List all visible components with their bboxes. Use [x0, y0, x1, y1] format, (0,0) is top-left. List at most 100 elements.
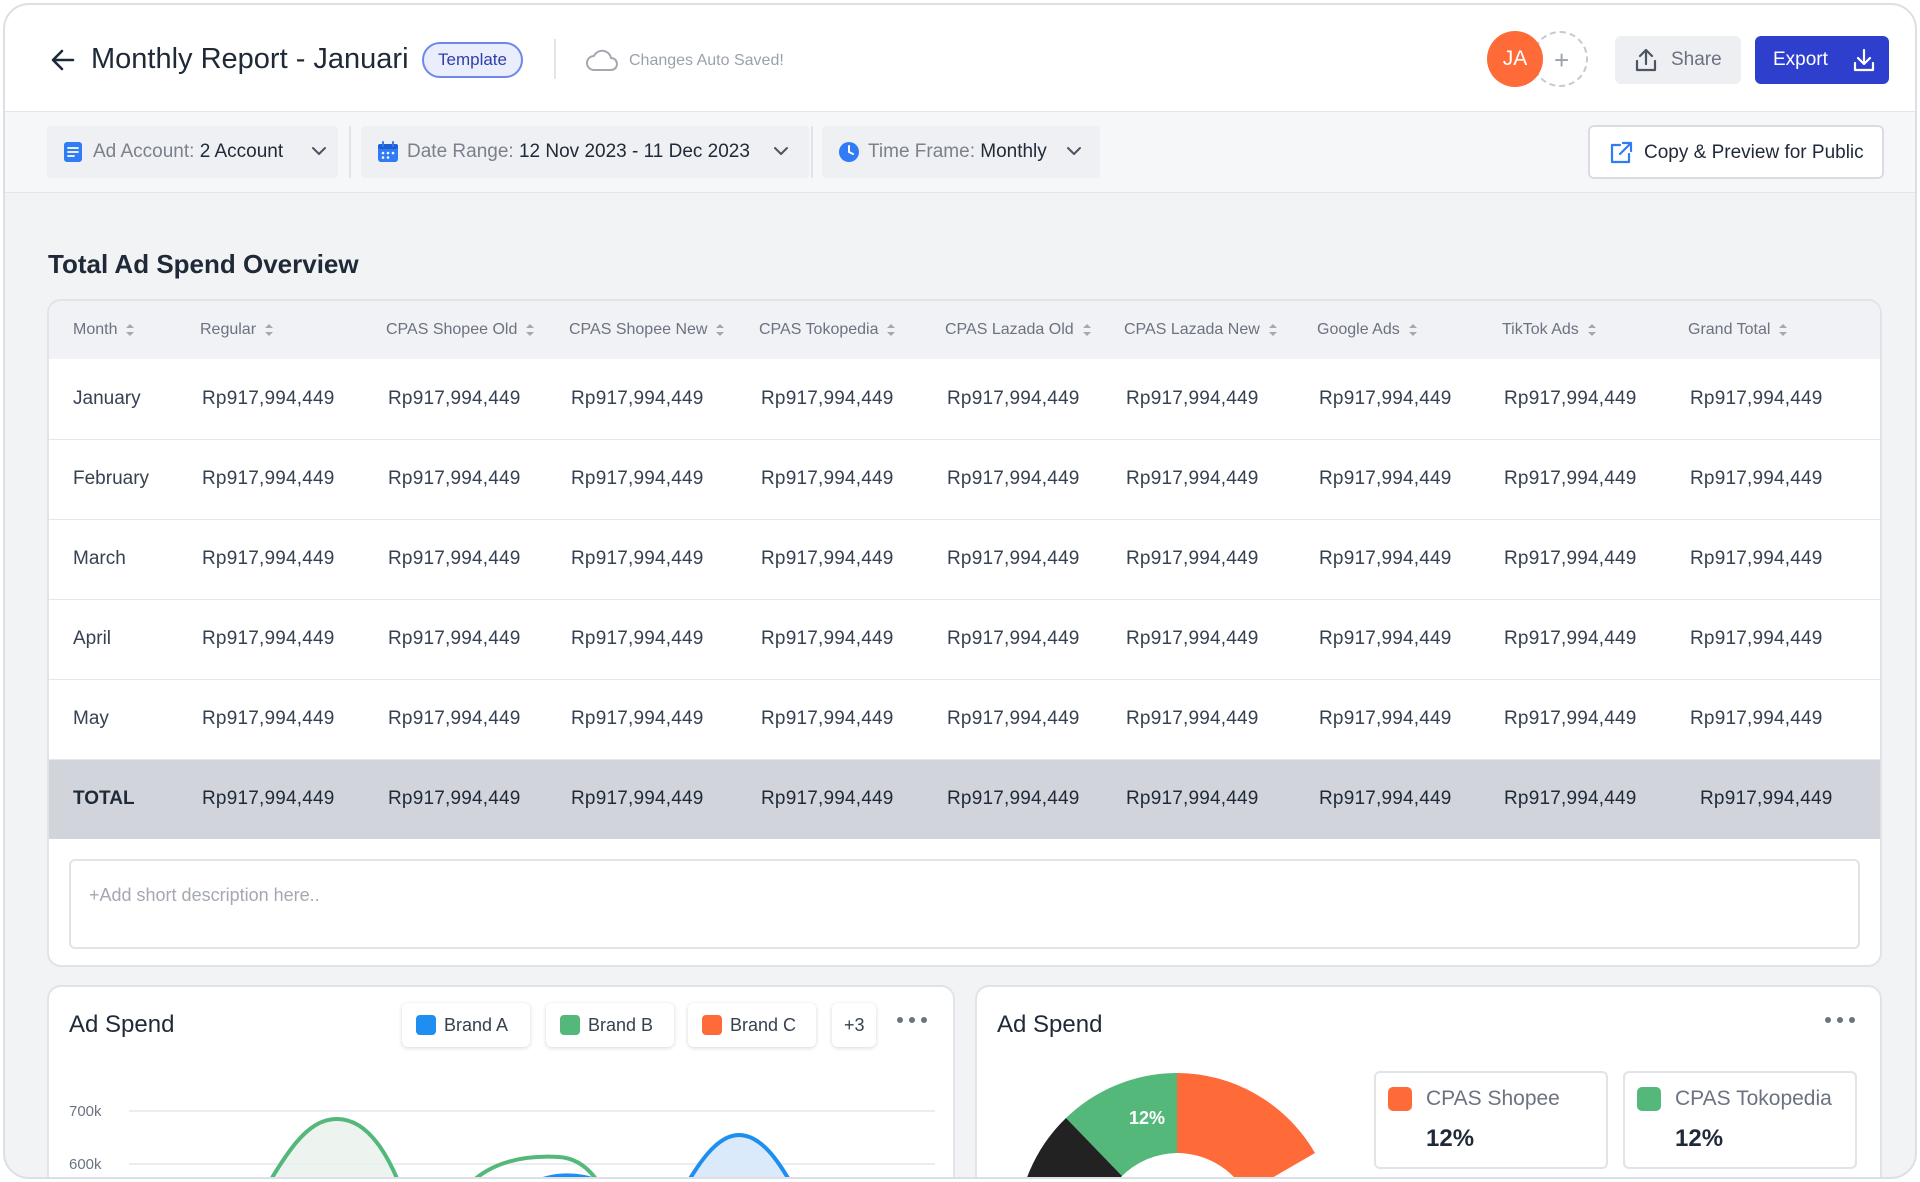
date-range-label: Date Range:	[407, 141, 514, 162]
calendar-icon	[378, 141, 398, 162]
time-frame-filter[interactable]: Time Frame: Monthly	[822, 126, 1100, 178]
avatar[interactable]: JA	[1487, 31, 1543, 87]
description-input[interactable]: +Add short description here..	[69, 859, 1860, 949]
column-header-label: Google Ads	[1317, 321, 1400, 338]
value-cell: Rp917,994,449	[761, 708, 894, 729]
value-cell: Rp917,994,449	[947, 387, 1080, 409]
more-options-icon[interactable]	[1823, 1015, 1857, 1025]
legend-swatch	[416, 1015, 436, 1035]
filter-divider	[811, 126, 813, 178]
column-header[interactable]: Grand Total	[1682, 301, 1880, 359]
export-button[interactable]: Export	[1755, 36, 1889, 84]
stat-card-cpas-tokopedia: CPAS Tokopedia 12%	[1623, 1071, 1857, 1169]
brand-b-line	[474, 1154, 597, 1177]
column-header[interactable]: TikTok Ads	[1496, 301, 1682, 359]
value-cell: Rp917,994,449	[202, 628, 335, 649]
filter-divider	[349, 126, 351, 178]
column-header-label: Grand Total	[1688, 321, 1771, 338]
share-icon	[1635, 48, 1657, 72]
value-cell: Rp917,994,449	[1504, 387, 1637, 409]
value-cell: Rp917,994,449	[947, 468, 1080, 489]
value-cell: Rp917,994,449	[947, 628, 1080, 649]
value-cell: Rp917,994,449	[388, 548, 521, 569]
chevron-down-icon	[774, 147, 788, 155]
date-range-filter[interactable]: Date Range: 12 Nov 2023 - 11 Dec 2023	[361, 126, 809, 178]
value-cell: Rp917,994,449	[388, 628, 521, 649]
stat-name: CPAS Shopee	[1426, 1087, 1560, 1110]
line-chart	[129, 1110, 935, 1177]
legend-brand-c[interactable]: Brand C	[688, 1003, 816, 1047]
value-cell: Rp917,994,449	[1690, 628, 1823, 649]
filter-bar: Ad Account: 2 Account Date Range: 12 Nov…	[5, 112, 1915, 193]
value-cell: Rp917,994,449	[947, 708, 1080, 729]
table-row: March Rp917,994,449 Rp917,994,449 Rp917,994…	[49, 519, 1880, 599]
copy-preview-button[interactable]: Copy & Preview for Public	[1588, 125, 1884, 179]
sort-icon	[1587, 323, 1596, 336]
value-cell: Rp917,994,449	[1690, 708, 1823, 729]
column-header[interactable]: CPAS Lazada Old	[939, 301, 1118, 359]
value-cell: Rp917,994,449	[1126, 548, 1259, 569]
value-cell: Rp917,994,449	[1319, 548, 1452, 569]
ad-spend-table: Month Regular CPAS Shopee Old CPAS Shopee N…	[49, 301, 1880, 839]
column-header[interactable]: Month	[49, 301, 194, 359]
table-row: January Rp917,994,449 Rp917,994,449 Rp917,9…	[49, 359, 1880, 439]
sort-icon	[1082, 323, 1091, 336]
date-range-value: 12 Nov 2023 - 11 Dec 2023	[518, 141, 750, 162]
column-header[interactable]: Google Ads	[1311, 301, 1496, 359]
column-header[interactable]: CPAS Shopee Old	[380, 301, 563, 359]
legend-more-label: +3	[844, 1015, 865, 1035]
value-cell: Rp917,994,449	[1504, 468, 1637, 489]
chevron-down-icon	[312, 147, 326, 155]
stat-name: CPAS Tokopedia	[1675, 1087, 1832, 1110]
brand-a-line	[542, 1173, 593, 1177]
more-options-icon[interactable]	[895, 1015, 929, 1025]
value-cell: Rp917,994,449	[571, 468, 704, 489]
legend-brand-b[interactable]: Brand B	[546, 1003, 674, 1047]
stat-swatch	[1637, 1087, 1661, 1111]
sort-icon	[265, 323, 274, 336]
time-frame-label: Time Frame:	[868, 141, 975, 162]
month-cell: January	[73, 387, 141, 409]
column-header-label: CPAS Lazada Old	[945, 321, 1074, 338]
column-header-label: CPAS Lazada New	[1124, 321, 1260, 338]
value-cell: Rp917,994,449	[1319, 468, 1452, 489]
y-tick-label: 700k	[69, 1103, 102, 1120]
value-cell: Rp917,994,449	[947, 788, 1080, 810]
column-header[interactable]: CPAS Tokopedia	[753, 301, 939, 359]
column-header-label: TikTok Ads	[1502, 321, 1579, 338]
value-cell: Rp917,994,449	[1690, 468, 1823, 489]
value-cell: Rp917,994,449	[571, 548, 704, 569]
stat-card-cpas-shopee: CPAS Shopee 12%	[1374, 1071, 1608, 1169]
app-window: Monthly Report - Januari Template Change…	[3, 3, 1917, 1179]
legend-label: Brand A	[444, 1015, 509, 1035]
back-button[interactable]	[45, 41, 83, 79]
share-label: Share	[1671, 49, 1722, 70]
ad-account-filter[interactable]: Ad Account: 2 Account	[47, 126, 338, 178]
value-cell: Rp917,994,449	[571, 788, 704, 810]
share-button[interactable]: Share	[1615, 36, 1741, 84]
value-cell: Rp917,994,449	[202, 788, 335, 810]
donut-chart: 12%	[1027, 1073, 1315, 1177]
value-cell: Rp917,994,449	[1126, 387, 1259, 409]
brand-a-area	[690, 1135, 788, 1177]
column-header-label: CPAS Tokopedia	[759, 321, 879, 338]
legend-more[interactable]: +3	[832, 1003, 876, 1047]
ad-spend-donut-card: Ad Spend 12% CPAS Shopee 12% CPAS Tokope…	[975, 985, 1882, 1177]
column-header-label: Month	[73, 321, 118, 338]
legend-brand-a[interactable]: Brand A	[402, 1003, 530, 1047]
value-cell: Rp917,994,449	[1504, 628, 1637, 649]
value-cell: Rp917,994,449	[1126, 628, 1259, 649]
column-header[interactable]: CPAS Shopee New	[563, 301, 753, 359]
column-header[interactable]: CPAS Lazada New	[1118, 301, 1311, 359]
donut-slice-cpas-tokopedia	[1066, 1073, 1177, 1176]
value-cell: Rp917,994,449	[388, 387, 521, 409]
page-title: Monthly Report - Januari	[91, 43, 409, 75]
brand-b-line	[270, 1116, 399, 1177]
column-header[interactable]: Regular	[194, 301, 380, 359]
ad-account-label: Ad Account:	[93, 141, 195, 162]
value-cell: Rp917,994,449	[1319, 387, 1452, 409]
value-cell: Rp917,994,449	[761, 788, 894, 810]
value-cell: Rp917,994,449	[1504, 788, 1637, 810]
value-cell: Rp917,994,449	[1126, 708, 1259, 729]
stat-value: 12%	[1675, 1125, 1724, 1152]
